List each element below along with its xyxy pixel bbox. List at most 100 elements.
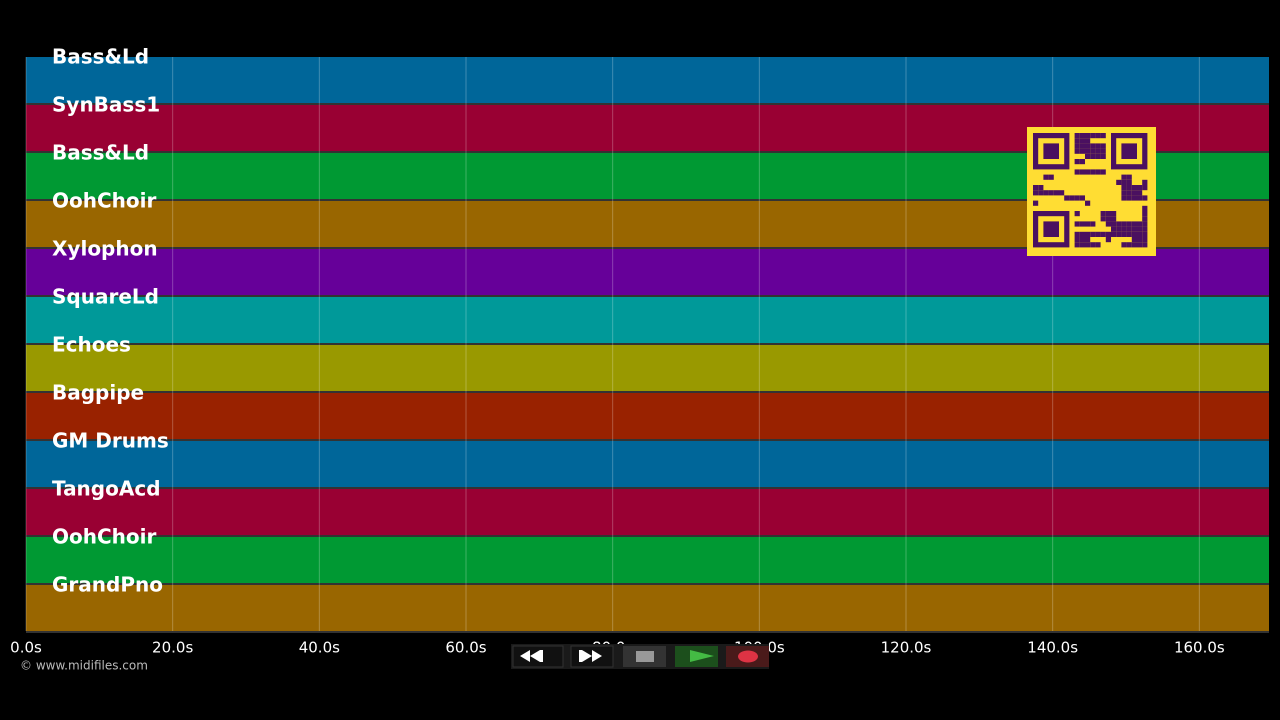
track-name: Echoes bbox=[52, 333, 131, 357]
qr-module bbox=[1085, 231, 1091, 237]
track-name: OohChoir bbox=[52, 189, 156, 213]
qr-module bbox=[1137, 221, 1143, 227]
qr-module bbox=[1131, 226, 1137, 232]
qr-module bbox=[1105, 231, 1111, 237]
rewind-button[interactable] bbox=[512, 645, 564, 668]
qr-module bbox=[1085, 133, 1091, 139]
copyright: © www.midifiles.com bbox=[20, 659, 148, 673]
qr-module bbox=[1126, 231, 1132, 237]
qr-module bbox=[1095, 148, 1101, 154]
qr-module bbox=[1121, 226, 1127, 232]
qr-module bbox=[1131, 195, 1137, 201]
qr-module bbox=[1074, 231, 1080, 237]
qr-module bbox=[1137, 231, 1143, 237]
qr-module bbox=[1079, 221, 1085, 227]
qr-module bbox=[1126, 226, 1132, 232]
qr-finder bbox=[1043, 143, 1059, 159]
qr-module bbox=[1111, 211, 1117, 217]
qr-module bbox=[1095, 242, 1101, 248]
qr-module bbox=[1079, 242, 1085, 248]
qr-module bbox=[1126, 190, 1132, 196]
qr-module bbox=[1142, 231, 1148, 237]
qr-module bbox=[1100, 169, 1106, 175]
qr-module bbox=[1085, 138, 1091, 144]
stop-button[interactable] bbox=[623, 646, 666, 667]
track-band bbox=[26, 585, 1269, 631]
qr-module bbox=[1074, 148, 1080, 154]
qr-module bbox=[1085, 221, 1091, 227]
icon bbox=[520, 650, 530, 662]
qr-module bbox=[1079, 195, 1085, 201]
qr-module bbox=[1090, 153, 1096, 159]
qr-module bbox=[1079, 138, 1085, 144]
qr-module bbox=[1126, 185, 1132, 191]
qr-module bbox=[1105, 221, 1111, 227]
record-button[interactable] bbox=[726, 646, 769, 667]
qr-module bbox=[1095, 153, 1101, 159]
track-name: Xylophon bbox=[52, 237, 158, 261]
tick-label: 20.0s bbox=[152, 639, 193, 657]
qr-module bbox=[1074, 169, 1080, 175]
icon bbox=[592, 650, 602, 662]
track-name: SquareLd bbox=[52, 285, 159, 309]
track-name: OohChoir bbox=[52, 525, 156, 549]
qr-module bbox=[1085, 200, 1091, 206]
qr-module bbox=[1079, 133, 1085, 139]
qr-module bbox=[1090, 169, 1096, 175]
qr-module bbox=[1121, 195, 1127, 201]
qr-module bbox=[1085, 242, 1091, 248]
qr-module bbox=[1043, 174, 1049, 180]
play-button[interactable] bbox=[675, 646, 718, 667]
qr-code bbox=[1027, 127, 1156, 256]
qr-module bbox=[1079, 143, 1085, 149]
qr-module bbox=[1126, 179, 1132, 185]
qr-module bbox=[1121, 242, 1127, 248]
qr-module bbox=[1090, 133, 1096, 139]
qr-module bbox=[1048, 174, 1054, 180]
qr-module bbox=[1137, 237, 1143, 243]
qr-module bbox=[1085, 169, 1091, 175]
qr-module bbox=[1038, 185, 1044, 191]
qr-module bbox=[1033, 185, 1039, 191]
transport bbox=[511, 644, 769, 669]
qr-module bbox=[1064, 195, 1070, 201]
qr-module bbox=[1033, 190, 1039, 196]
qr-module bbox=[1074, 242, 1080, 248]
qr-module bbox=[1131, 237, 1137, 243]
qr-module bbox=[1074, 133, 1080, 139]
qr-module bbox=[1137, 195, 1143, 201]
qr-module bbox=[1090, 148, 1096, 154]
qr-module bbox=[1079, 231, 1085, 237]
track-name: SynBass1 bbox=[52, 93, 160, 117]
icon bbox=[579, 650, 582, 662]
track-band bbox=[26, 57, 1269, 103]
qr-module bbox=[1111, 221, 1117, 227]
qr-module bbox=[1090, 221, 1096, 227]
qr-module bbox=[1142, 211, 1148, 217]
qr-module bbox=[1126, 174, 1132, 180]
track-name: TangoAcd bbox=[52, 477, 161, 501]
qr-module bbox=[1131, 231, 1137, 237]
qr-module bbox=[1053, 190, 1059, 196]
track-band bbox=[26, 489, 1269, 535]
qr-module bbox=[1090, 231, 1096, 237]
qr-module bbox=[1090, 143, 1096, 149]
qr-module bbox=[1116, 231, 1122, 237]
forward-button[interactable] bbox=[570, 645, 614, 668]
qr-module bbox=[1095, 169, 1101, 175]
qr-module bbox=[1090, 242, 1096, 248]
qr-module bbox=[1121, 221, 1127, 227]
tick-label: 120.0s bbox=[881, 639, 932, 657]
track-name: GrandPno bbox=[52, 573, 163, 597]
qr-module bbox=[1105, 216, 1111, 222]
qr-module bbox=[1105, 237, 1111, 243]
qr-module bbox=[1085, 148, 1091, 154]
qr-module bbox=[1085, 153, 1091, 159]
qr-module bbox=[1142, 237, 1148, 243]
qr-module bbox=[1137, 190, 1143, 196]
qr-module bbox=[1074, 237, 1080, 243]
icon bbox=[738, 650, 758, 663]
track-name: Bagpipe bbox=[52, 381, 144, 405]
track-band bbox=[26, 441, 1269, 487]
